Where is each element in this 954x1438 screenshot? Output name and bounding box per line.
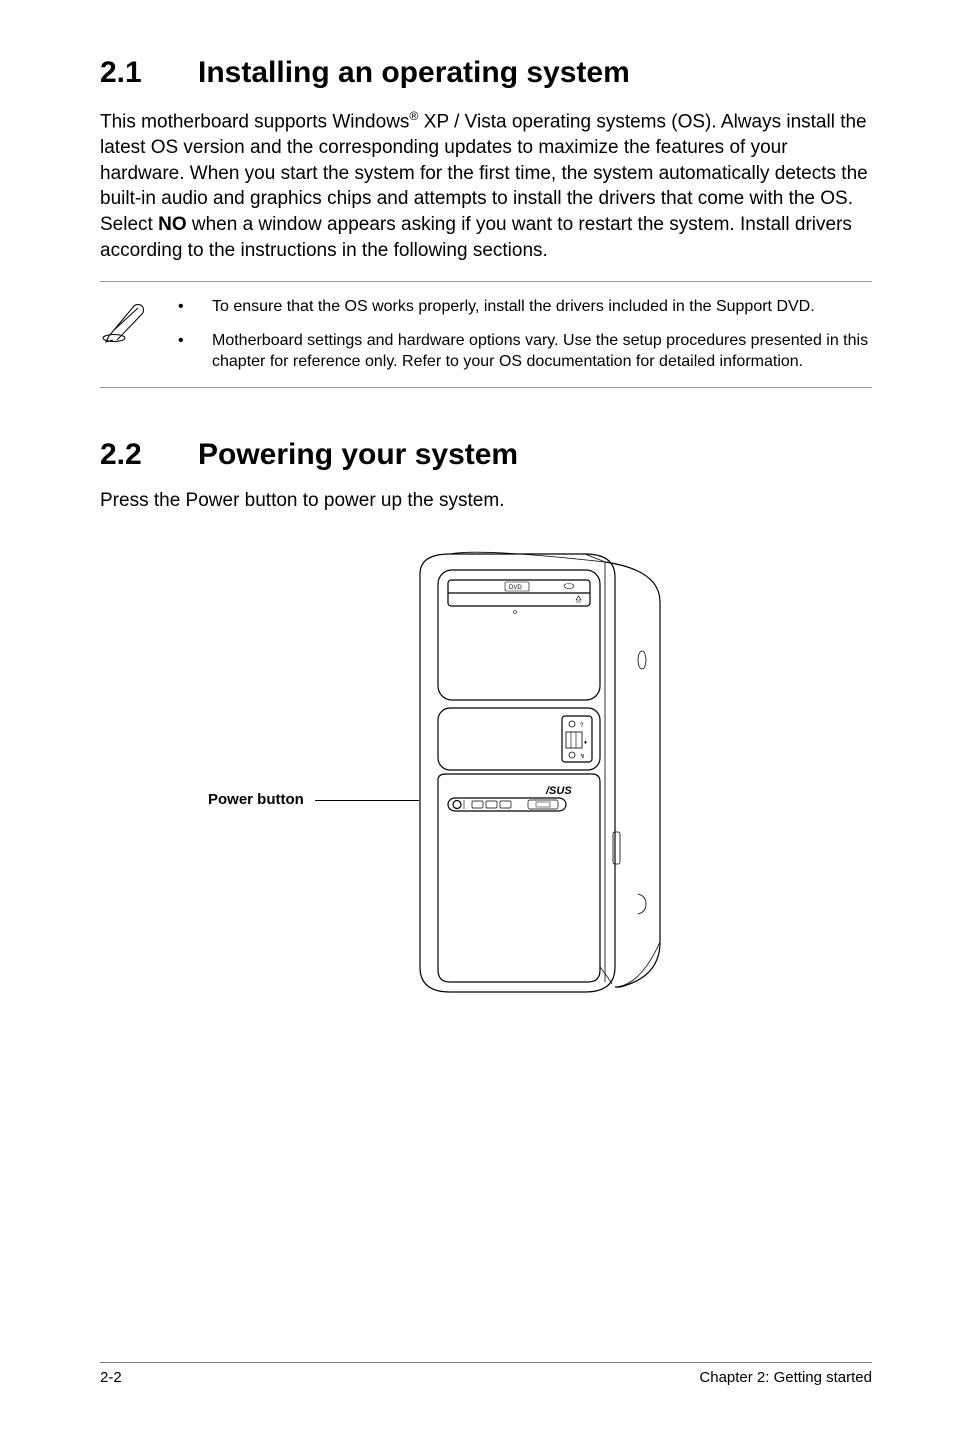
computer-tower-diagram: Power button DVD bbox=[100, 542, 872, 1022]
svg-text:?: ? bbox=[580, 723, 584, 729]
section-number: 2.1 bbox=[100, 56, 198, 90]
footer-chapter: Chapter 2: Getting started bbox=[699, 1369, 872, 1386]
section-title: Powering your system bbox=[198, 438, 518, 471]
section-2-1-heading: 2.1Installing an operating system bbox=[100, 56, 872, 90]
registered-mark: ® bbox=[409, 109, 418, 123]
section-number: 2.2 bbox=[100, 438, 198, 472]
section-2-2-body: Press the Power button to power up the s… bbox=[100, 490, 872, 512]
tower-svg: DVD ? ♦ ↯ /SUS bbox=[360, 542, 700, 1012]
page-footer: 2-2 Chapter 2: Getting started bbox=[100, 1362, 872, 1386]
note-text-1: To ensure that the OS works properly, in… bbox=[212, 296, 872, 318]
section-2-1-body: This motherboard supports Windows® XP / … bbox=[100, 108, 872, 263]
svg-text:/SUS: /SUS bbox=[545, 785, 572, 797]
svg-text:↯: ↯ bbox=[580, 753, 585, 760]
body-tail: when a window appears asking if you want… bbox=[100, 214, 852, 261]
svg-text:DVD: DVD bbox=[509, 585, 522, 591]
svg-text:♦: ♦ bbox=[584, 740, 587, 746]
pencil-icon bbox=[100, 296, 178, 349]
bullet-dot: • bbox=[178, 296, 212, 318]
note-list: • To ensure that the OS works properly, … bbox=[178, 296, 872, 373]
note-text-2: Motherboard settings and hardware option… bbox=[212, 330, 872, 373]
note-item-2: • Motherboard settings and hardware opti… bbox=[178, 330, 872, 373]
bullet-dot: • bbox=[178, 330, 212, 373]
note-item-1: • To ensure that the OS works properly, … bbox=[178, 296, 872, 318]
body-pre: This motherboard supports Windows bbox=[100, 111, 409, 132]
body-bold-no: NO bbox=[158, 214, 187, 235]
footer-page-number: 2-2 bbox=[100, 1369, 122, 1386]
section-title: Installing an operating system bbox=[198, 56, 630, 89]
section-2-2-heading: 2.2Powering your system bbox=[100, 438, 872, 472]
note-block: • To ensure that the OS works properly, … bbox=[100, 281, 872, 388]
power-button-label: Power button bbox=[208, 791, 304, 808]
